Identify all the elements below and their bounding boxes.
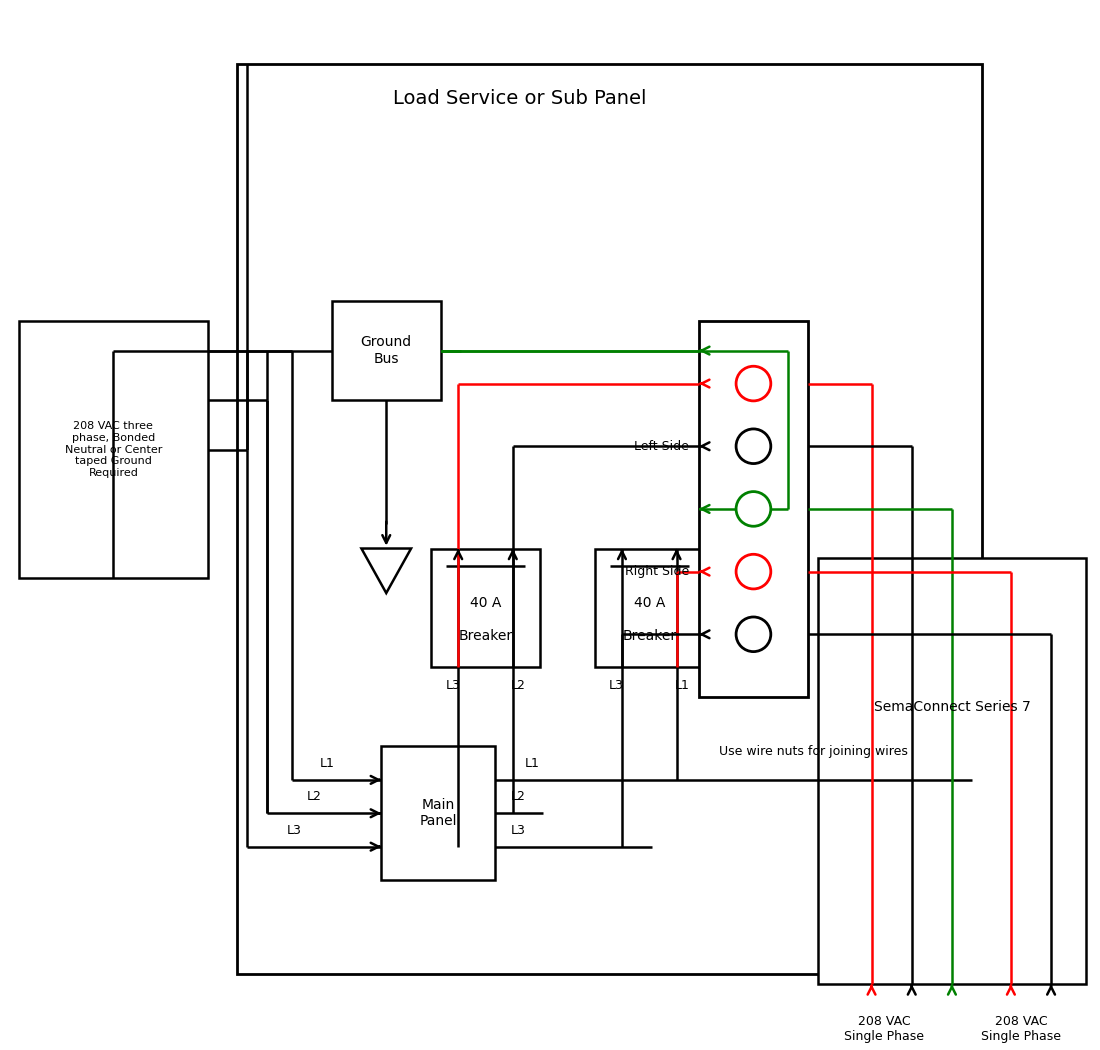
Text: Breaker: Breaker: [623, 629, 676, 643]
Text: L1: L1: [525, 757, 540, 770]
Text: L2: L2: [510, 791, 525, 803]
Circle shape: [736, 366, 771, 401]
Text: Right Side: Right Side: [625, 565, 689, 579]
Text: 208 VAC
Single Phase: 208 VAC Single Phase: [981, 1014, 1062, 1043]
Text: Main
Panel: Main Panel: [419, 798, 458, 828]
Text: L2: L2: [307, 791, 321, 803]
Bar: [818, 559, 1086, 984]
Bar: [332, 301, 441, 400]
Text: Breaker: Breaker: [459, 629, 513, 643]
Text: 40 A: 40 A: [470, 596, 502, 610]
Text: Left Side: Left Side: [634, 440, 689, 453]
Text: 208 VAC
Single Phase: 208 VAC Single Phase: [845, 1014, 924, 1043]
Text: SemaConnect Series 7: SemaConnect Series 7: [873, 700, 1031, 714]
Bar: [238, 64, 981, 974]
Circle shape: [736, 617, 771, 652]
Text: L3: L3: [446, 678, 460, 692]
Bar: [382, 747, 495, 880]
Bar: [19, 321, 208, 579]
Bar: [595, 548, 704, 668]
Text: Load Service or Sub Panel: Load Service or Sub Panel: [394, 88, 647, 108]
Bar: [431, 548, 540, 668]
Text: L3: L3: [510, 824, 525, 837]
Text: 208 VAC three
phase, Bonded
Neutral or Center
taped Ground
Required: 208 VAC three phase, Bonded Neutral or C…: [65, 421, 162, 478]
Text: L1: L1: [674, 678, 690, 692]
Polygon shape: [362, 548, 411, 593]
Circle shape: [736, 554, 771, 589]
Text: Ground
Bus: Ground Bus: [361, 335, 411, 365]
Text: L1: L1: [319, 757, 334, 770]
Text: 40 A: 40 A: [634, 596, 664, 610]
Circle shape: [736, 491, 771, 526]
Text: Use wire nuts for joining wires: Use wire nuts for joining wires: [718, 744, 908, 758]
Text: L2: L2: [510, 678, 526, 692]
Text: L3: L3: [609, 678, 624, 692]
Bar: [698, 321, 808, 697]
Text: L3: L3: [287, 824, 301, 837]
Circle shape: [736, 429, 771, 463]
